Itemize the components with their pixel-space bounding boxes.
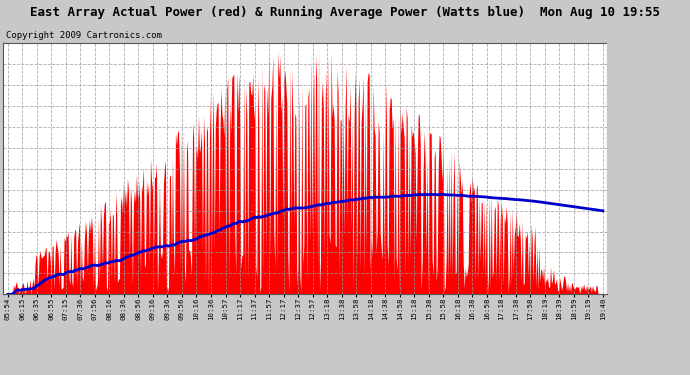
Text: East Array Actual Power (red) & Running Average Power (Watts blue)  Mon Aug 10 1: East Array Actual Power (red) & Running … xyxy=(30,6,660,20)
Text: Copyright 2009 Cartronics.com: Copyright 2009 Cartronics.com xyxy=(6,31,161,40)
